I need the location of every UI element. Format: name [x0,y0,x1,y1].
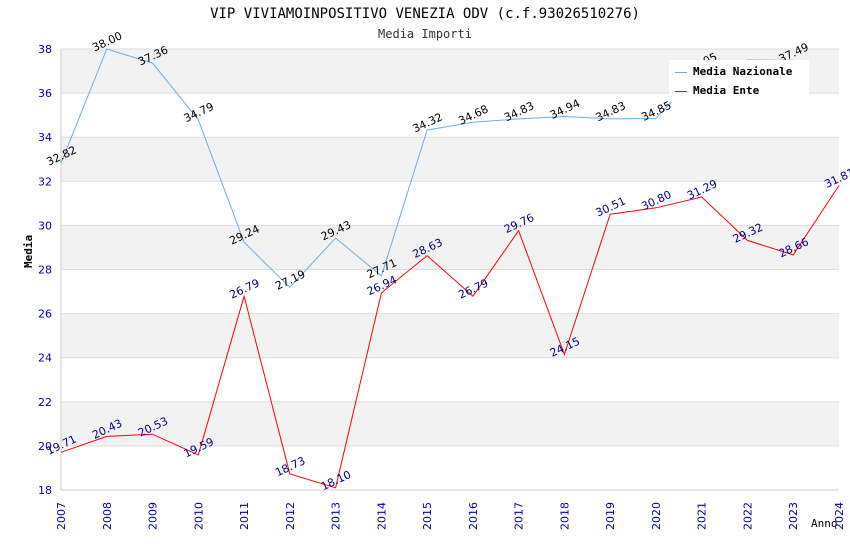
chart-subtitle: Media Importi [378,27,472,41]
x-tick-label: 2017 [513,502,526,530]
y-tick-label: 22 [38,396,52,409]
x-tick-label: 2016 [467,502,480,530]
x-tick-label: 2021 [696,502,709,530]
x-tick-label: 2007 [55,502,68,530]
x-tick-label: 2011 [238,502,251,530]
y-tick-label: 24 [38,352,52,365]
x-tick-label: 2022 [741,502,754,530]
x-tick-label: 2009 [147,502,160,530]
legend-swatch-ente [675,90,687,92]
legend: Media Nazionale Media Ente [669,60,809,102]
x-tick-label: 2012 [284,502,297,530]
legend-label-ente: Media Ente [693,84,760,97]
y-tick-label: 28 [38,264,52,277]
legend-item-nazionale: Media Nazionale [675,65,792,79]
grid-band [61,357,839,402]
grid-band [61,269,839,314]
grid-band [61,137,839,182]
x-axis-label: Anno [811,517,838,530]
legend-item-ente: Media Ente [675,84,759,98]
y-tick-label: 30 [38,219,52,232]
series-line-nazionale [60,48,794,289]
x-tick-label: 2018 [558,502,571,530]
grid-band [61,313,839,358]
x-tick-label: 2008 [101,502,114,530]
y-tick-label: 20 [38,440,52,453]
y-tick-label: 26 [38,308,52,321]
x-tick-label: 2019 [604,502,617,530]
grid-band [61,445,839,490]
y-tick-label: 34 [38,131,52,144]
x-tick-label: 2015 [421,502,434,530]
chart-title: VIP VIVIAMOINPOSITIVO VENEZIA ODV (c.f.9… [210,6,640,22]
y-tick-label: 18 [38,484,52,497]
series-line-ente [60,185,840,489]
legend-swatch-nazionale [675,71,687,73]
x-tick-label: 2010 [192,502,205,530]
grid-band [61,181,839,226]
legend-label-nazionale: Media Nazionale [693,65,793,78]
grid-band [61,401,839,446]
x-tick-label: 2020 [650,502,663,530]
x-tick-label: 2023 [787,502,800,530]
y-tick-label: 38 [38,43,52,56]
grid-band [61,225,839,270]
x-tick-label: 2013 [330,502,343,530]
y-tick-label: 36 [38,87,52,100]
x-tick-label: 2024 [833,502,846,530]
y-tick-label: 32 [38,175,52,188]
x-tick-label: 2014 [375,502,388,530]
